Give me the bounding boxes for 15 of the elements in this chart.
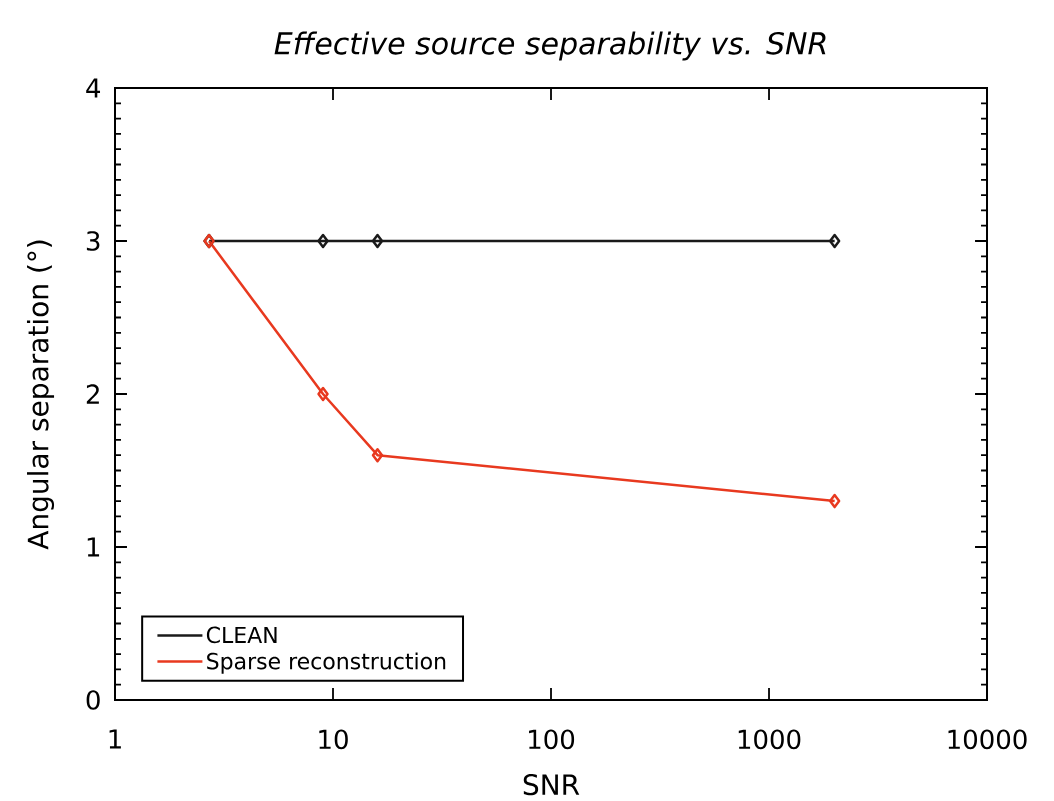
x-axis-title: SNR: [523, 774, 580, 796]
legend-label: CLEAN: [206, 626, 277, 644]
x-tick-label: 100: [529, 729, 575, 750]
y-tick-label: 2: [86, 384, 99, 404]
y-tick-label: 3: [86, 231, 100, 251]
chart-title: Effective source separability vs. SNR: [274, 31, 826, 61]
x-tick-label: 10000: [948, 729, 1027, 750]
y-tick-label: 0: [86, 690, 100, 710]
x-tick-label: 1000: [738, 729, 801, 750]
y-axis-title: Angular separation (°): [26, 240, 55, 550]
legend-label: Sparse reconstruction: [207, 652, 446, 674]
y-tick-label: 1: [87, 537, 100, 557]
x-tick-label: 1: [109, 729, 121, 749]
y-tick-label: 4: [86, 78, 101, 98]
x-tick-label: 10: [319, 729, 348, 750]
